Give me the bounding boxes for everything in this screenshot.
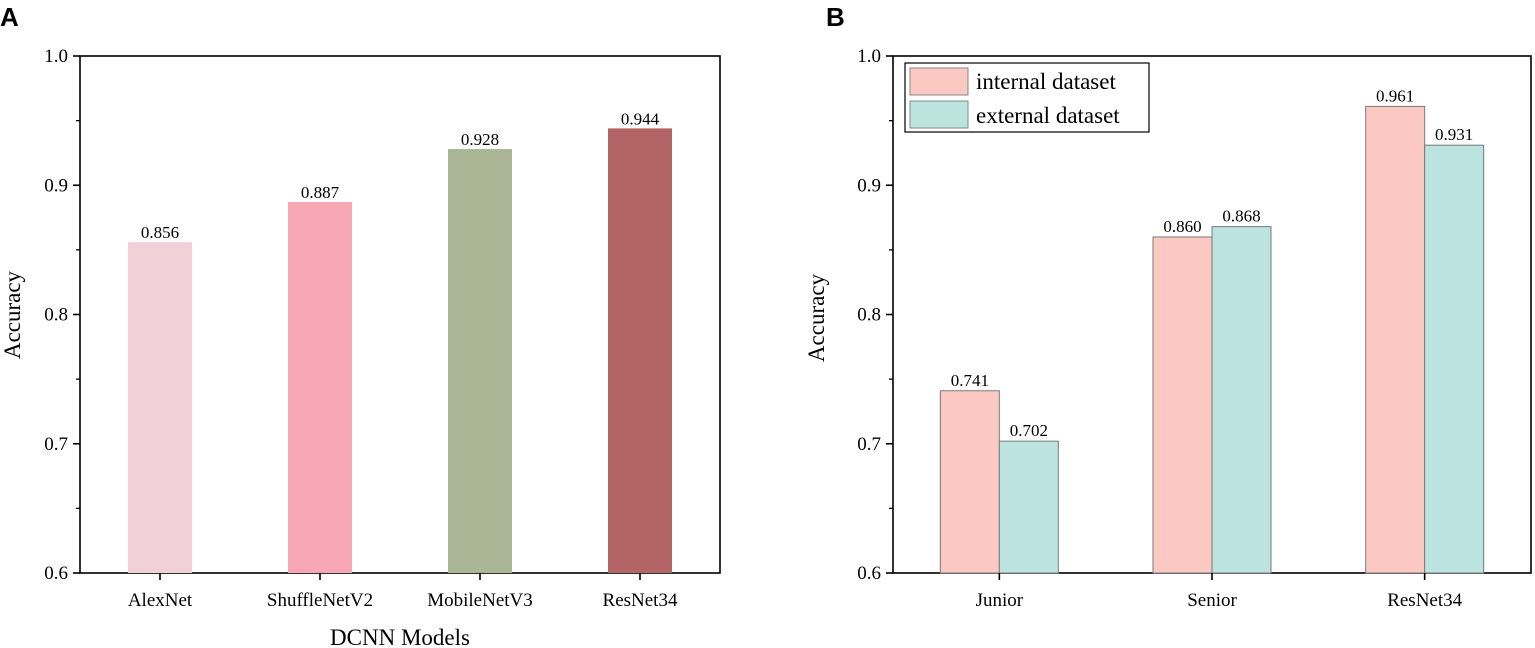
panel-b-x-tick-label: ResNet34	[1387, 590, 1462, 611]
panel-a-x-axis-title: DCNN Models	[330, 625, 470, 648]
panel-a-x-tick-label: ShuffleNetV2	[267, 590, 373, 611]
panel-a-bar-resnet34	[608, 128, 672, 573]
panel-b-x-tick-label: Senior	[1187, 590, 1237, 611]
panel-a-value-label: 0.928	[461, 130, 499, 149]
panel-a-y-axis-title: Accuracy	[0, 270, 25, 359]
panel-b-bar-resnet34-external	[1424, 144, 1485, 574]
panel-a-y-tick-label: 1.0	[44, 46, 68, 67]
panel-a-x-tick-label: MobileNetV3	[427, 590, 533, 611]
panel-b-x-axis: Junior Senior ResNet34	[976, 573, 1463, 611]
panel-a-value-label: 0.887	[301, 183, 340, 202]
panel-b-y-axis-title: Accuracy	[804, 273, 829, 362]
panel-a-y-tick-label: 0.7	[44, 434, 68, 455]
panel-b-value-label: 0.931	[1435, 125, 1473, 144]
panel-b-y-tick-label: 0.7	[857, 434, 881, 455]
panel-b-bar-junior-external	[998, 440, 1059, 574]
panel-b-bar-senior-internal	[1152, 236, 1213, 574]
panel-b-bars: 0.741 0.702 0.860 0.868 0.961 0.931	[939, 86, 1485, 574]
panel-b-bar-junior-internal	[939, 390, 1000, 574]
panel-a-bar-mobilenetv3	[448, 149, 512, 573]
panel-a-x-axis: AlexNet ShuffleNetV2 MobileNetV3 ResNet34	[128, 573, 678, 611]
panel-b-y-tick-label: 0.8	[857, 305, 881, 326]
panel-a-x-tick-label: ResNet34	[603, 590, 678, 611]
panel-b-value-label: 0.860	[1163, 217, 1201, 236]
panel-b-value-label: 0.961	[1376, 86, 1414, 105]
panel-b-letter: B	[826, 2, 845, 32]
panel-b-value-label: 0.868	[1222, 207, 1260, 226]
panel-b-bar-resnet34-internal	[1365, 105, 1426, 574]
panel-b-y-axis: 0.6 0.7 0.8 0.9 1.0	[857, 46, 893, 584]
panel-b-y-tick-label: 0.6	[857, 563, 881, 584]
panel-b-y-tick-label: 1.0	[857, 46, 881, 67]
panel-a-x-tick-label: AlexNet	[128, 590, 193, 611]
panel-b-value-label: 0.702	[1010, 421, 1048, 440]
panel-a-value-label: 0.944	[621, 109, 660, 128]
panel-a-y-axis: 0.6 0.7 0.8 0.9 1.0	[44, 46, 80, 584]
panel-a-letter: A	[0, 2, 19, 32]
panel-a-y-tick-label: 0.6	[44, 563, 68, 584]
panel-b-y-tick-label: 0.9	[857, 175, 881, 196]
panel-a-bars: 0.856 0.887 0.928 0.944	[128, 109, 672, 574]
legend-swatch-internal	[909, 67, 969, 96]
panel-b-x-tick-label: Junior	[976, 590, 1024, 611]
panel-b-value-label: 0.741	[951, 371, 989, 390]
panel-a-y-tick-label: 0.8	[44, 305, 68, 326]
panel-b-legend: internal dataset external dataset	[904, 62, 1150, 133]
legend-label-internal: internal dataset	[976, 69, 1116, 94]
panel-a-y-tick-label: 0.9	[44, 175, 68, 196]
panel-b-bar-senior-external	[1211, 226, 1272, 574]
legend-swatch-external	[909, 100, 969, 129]
legend-label-external: external dataset	[976, 103, 1120, 128]
panel-a-bar-shufflenetv2	[288, 202, 352, 574]
panel-a-bar-alexnet	[128, 242, 192, 573]
panel-a-value-label: 0.856	[141, 223, 179, 242]
